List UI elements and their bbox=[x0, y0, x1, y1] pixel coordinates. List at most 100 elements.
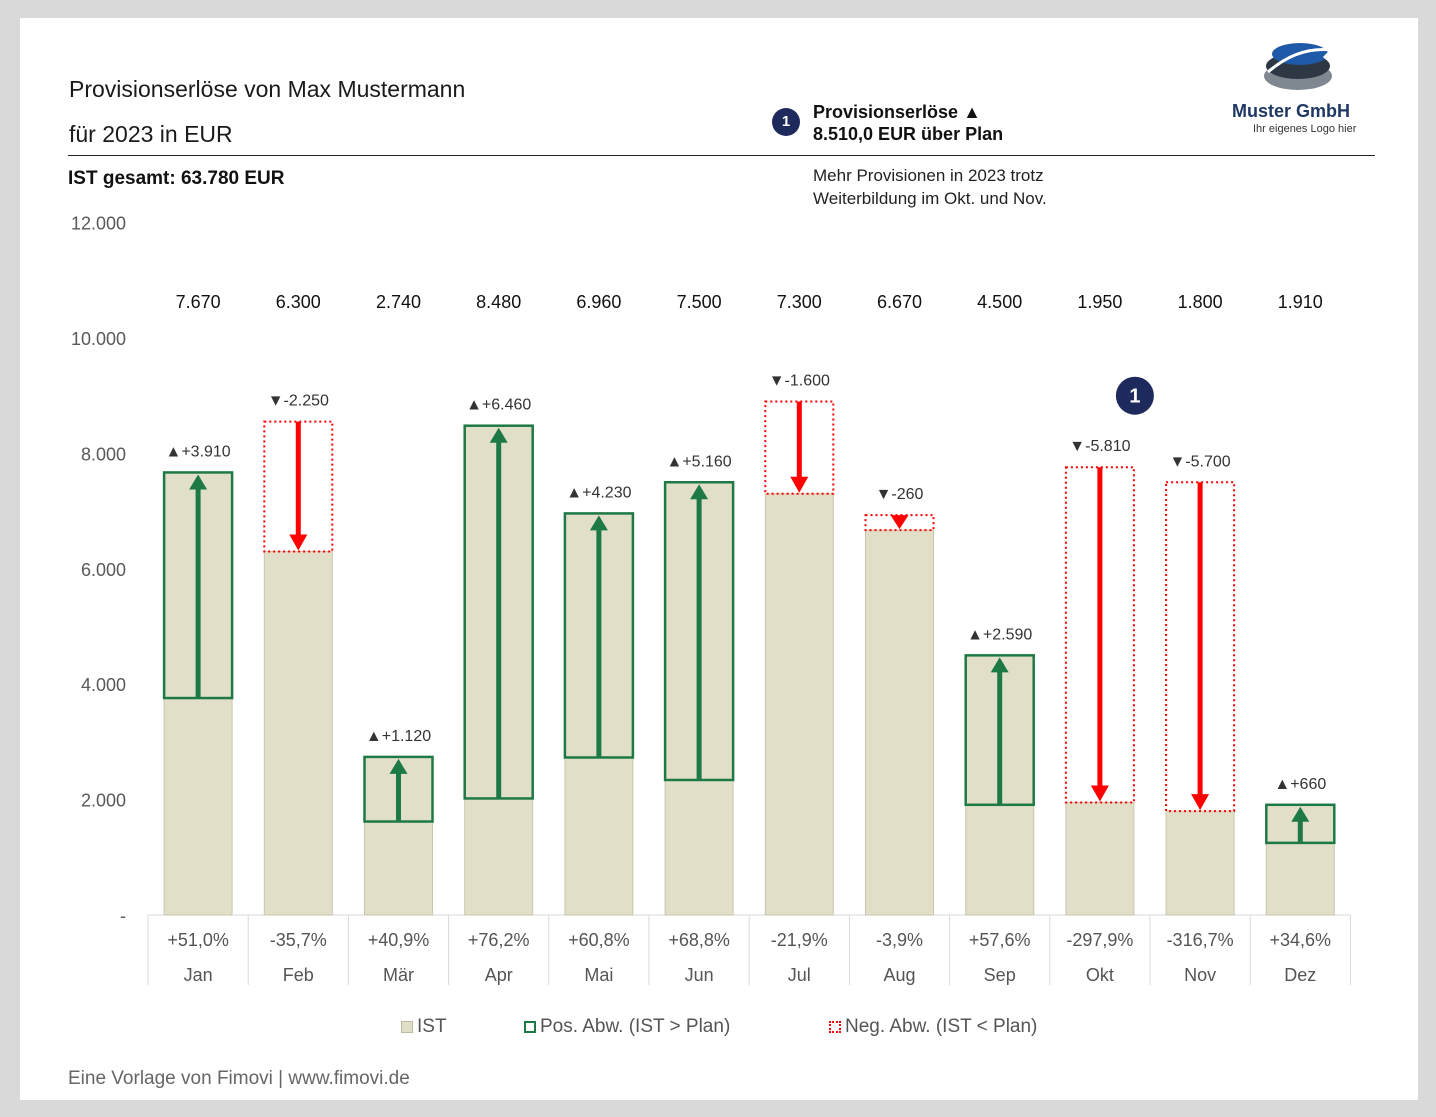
x-tick-label: Jun bbox=[685, 965, 714, 985]
legend-positive-label: Pos. Abw. (IST > Plan) bbox=[540, 1016, 731, 1037]
negative-arrowhead bbox=[289, 534, 308, 551]
deviation-percent-label: +76,2% bbox=[468, 930, 530, 950]
negative-arrowhead bbox=[890, 515, 909, 530]
report-card: Provisionserlöse von Max Mustermann für … bbox=[20, 18, 1418, 1100]
highlight-note: Mehr Provisionen in 2023 trotz Weiterbil… bbox=[813, 166, 1047, 208]
ist-value-label: 4.500 bbox=[977, 292, 1022, 312]
legend-ist-swatch bbox=[401, 1021, 413, 1033]
x-tick-label: Apr bbox=[485, 965, 513, 985]
negative-deviation-box bbox=[263, 420, 334, 553]
y-tick-label: 10.000 bbox=[71, 329, 126, 349]
x-tick-label: Mär bbox=[383, 965, 414, 985]
ist-bar bbox=[865, 529, 934, 916]
deviation-percent-label: -3,9% bbox=[876, 930, 923, 950]
deviation-percent-label: +68,8% bbox=[668, 930, 730, 950]
y-tick-label: 2.000 bbox=[81, 791, 126, 811]
legend-negative: Neg. Abw. (IST < Plan) bbox=[829, 1016, 1037, 1038]
deviation-label: ▲+1.120 bbox=[366, 728, 431, 745]
deviation-label: ▼-5.700 bbox=[1169, 453, 1230, 470]
y-tick-label: - bbox=[120, 906, 126, 926]
legend-positive-swatch bbox=[524, 1021, 536, 1033]
deviation-label: ▼-260 bbox=[876, 486, 924, 503]
x-tick-label: Nov bbox=[1184, 965, 1216, 985]
y-tick-label: 12.000 bbox=[71, 214, 126, 234]
deviation-label: ▲+6.460 bbox=[466, 397, 531, 414]
x-tick-label: Feb bbox=[283, 965, 314, 985]
deviation-percent-label: -35,7% bbox=[270, 930, 327, 950]
deviation-label: ▲+4.230 bbox=[566, 484, 631, 501]
annotation-badge-label: 1 bbox=[1129, 386, 1140, 408]
positive-arrowhead bbox=[489, 427, 508, 443]
deviation-percent-label: -316,7% bbox=[1167, 930, 1234, 950]
deviation-label: ▲+2.590 bbox=[967, 626, 1032, 643]
ist-bar bbox=[1165, 810, 1235, 916]
x-tick-label: Okt bbox=[1086, 965, 1114, 985]
deviation-percent-label: +51,0% bbox=[167, 930, 229, 950]
bar-chart: - 2.000 4.000 6.000 8.000 10.000 12.000 7.670 ▲+… bbox=[71, 214, 1351, 985]
deviation-percent-label: -21,9% bbox=[771, 930, 828, 950]
negative-arrowhead bbox=[1191, 794, 1210, 811]
company-name: Muster GmbH bbox=[1232, 101, 1351, 121]
x-tick-label: Sep bbox=[984, 965, 1016, 985]
deviation-label: ▼-5.810 bbox=[1069, 438, 1130, 455]
deviation-label: ▲+3.910 bbox=[165, 443, 230, 460]
x-tick-label: Aug bbox=[883, 965, 915, 985]
company-logo-icon bbox=[1264, 42, 1338, 90]
ist-value-label: 1.950 bbox=[1077, 292, 1122, 312]
highlight-line1: Provisionserlöse ▲ bbox=[813, 102, 981, 122]
title-divider bbox=[68, 155, 1375, 156]
ist-value-label: 6.670 bbox=[877, 292, 922, 312]
ist-value-label: 1.800 bbox=[1178, 292, 1223, 312]
ist-value-label: 6.960 bbox=[576, 292, 621, 312]
x-tick-label: Jan bbox=[184, 965, 213, 985]
negative-deviation-box bbox=[864, 514, 935, 532]
ist-value-label: 7.500 bbox=[677, 292, 722, 312]
deviation-label: ▲+660 bbox=[1274, 776, 1326, 793]
x-tick-label: Mai bbox=[584, 965, 613, 985]
deviation-percent-label: +60,8% bbox=[568, 930, 630, 950]
ist-value-label: 7.670 bbox=[176, 292, 221, 312]
legend-positive: Pos. Abw. (IST > Plan) bbox=[524, 1016, 730, 1038]
total-label: IST gesamt: 63.780 EUR bbox=[68, 168, 285, 189]
legend-negative-swatch bbox=[829, 1021, 841, 1033]
y-tick-label: 6.000 bbox=[81, 560, 126, 580]
footer-credit: Eine Vorlage von Fimovi | www.fimovi.de bbox=[68, 1068, 410, 1089]
highlight-badge: 1 bbox=[772, 108, 800, 136]
legend-negative-label: Neg. Abw. (IST < Plan) bbox=[845, 1016, 1038, 1037]
chart-subtitle: für 2023 in EUR bbox=[69, 121, 233, 147]
legend-ist-label: IST bbox=[417, 1016, 447, 1037]
highlight-line2: 8.510,0 EUR über Plan bbox=[813, 124, 1004, 144]
deviation-percent-label: -297,9% bbox=[1066, 930, 1133, 950]
ist-value-label: 2.740 bbox=[376, 292, 421, 312]
y-tick-label: 4.000 bbox=[81, 675, 126, 695]
ist-value-label: 8.480 bbox=[476, 292, 521, 312]
annotation-badge bbox=[1115, 376, 1154, 415]
deviation-label: ▼-1.600 bbox=[769, 372, 830, 389]
ist-bar bbox=[764, 493, 834, 916]
chart-title: Provisionserlöse von Max Mustermann bbox=[69, 76, 466, 102]
x-tick-label: Jul bbox=[788, 965, 811, 985]
y-tick-label: 8.000 bbox=[81, 444, 126, 464]
ist-value-label: 7.300 bbox=[777, 292, 822, 312]
ist-value-label: 1.910 bbox=[1278, 292, 1323, 312]
positive-deviation-box bbox=[463, 424, 534, 800]
ist-bar bbox=[1065, 801, 1135, 916]
deviation-percent-label: +34,6% bbox=[1270, 930, 1332, 950]
positive-arrowhead bbox=[990, 657, 1009, 673]
negative-arrowhead bbox=[1090, 785, 1109, 802]
ist-bar bbox=[263, 550, 333, 916]
deviation-label: ▼-2.250 bbox=[268, 393, 329, 410]
negative-arrowhead bbox=[790, 476, 809, 493]
positive-arrowhead bbox=[389, 758, 408, 774]
positive-arrowhead bbox=[189, 474, 208, 490]
negative-deviation-box bbox=[1165, 481, 1236, 813]
ist-value-label: 6.300 bbox=[276, 292, 321, 312]
legend-ist: IST bbox=[401, 1016, 447, 1038]
negative-deviation-box bbox=[1064, 466, 1135, 804]
deviation-percent-label: +40,9% bbox=[368, 930, 430, 950]
positive-arrowhead bbox=[1291, 806, 1310, 822]
x-tick-label: Dez bbox=[1284, 965, 1316, 985]
positive-arrowhead bbox=[690, 484, 709, 500]
deviation-percent-label: +57,6% bbox=[969, 930, 1031, 950]
company-tagline: Ihr eigenes Logo hier bbox=[1253, 123, 1357, 135]
